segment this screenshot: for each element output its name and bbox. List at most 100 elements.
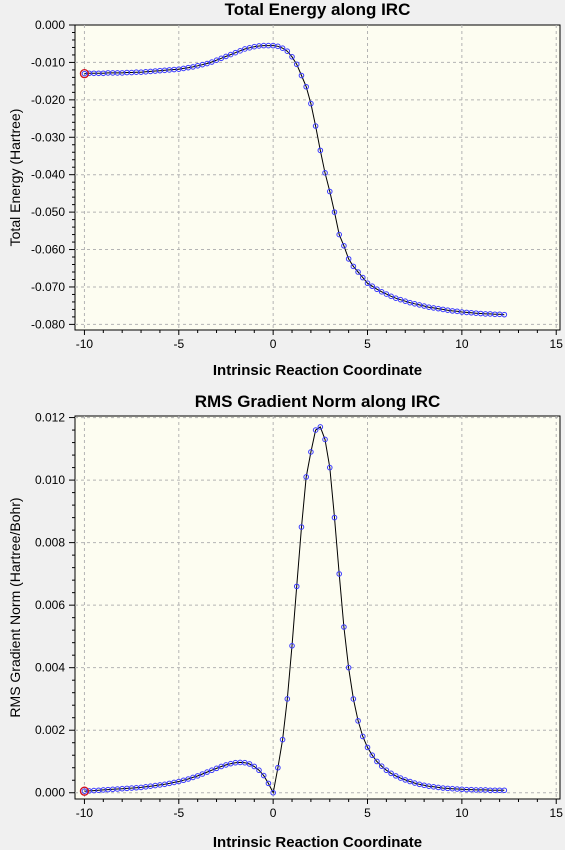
data-point (501, 787, 508, 794)
axes (69, 24, 557, 335)
data-point (364, 280, 371, 287)
axes (69, 417, 557, 804)
data-point (218, 55, 225, 62)
data-point (388, 770, 394, 777)
data-point (279, 45, 286, 52)
y-tick-label: -0.070 (31, 280, 65, 294)
data-point (326, 188, 333, 195)
data-point (383, 767, 390, 774)
data-point (227, 51, 234, 58)
data-point (185, 776, 192, 782)
x-tick-label: 10 (455, 806, 469, 820)
x-tick-label: -5 (173, 806, 184, 820)
data-point (369, 283, 376, 290)
y-tick-label: -0.030 (31, 130, 65, 144)
x-tick-label: 15 (550, 337, 564, 351)
data-point (298, 524, 305, 530)
data-point (350, 263, 357, 270)
y-tick-label: 0.006 (35, 598, 65, 612)
data-point (374, 286, 380, 293)
y-tick-label: 0.008 (35, 536, 65, 550)
data-point (232, 49, 239, 56)
data-point (251, 763, 258, 770)
data-point (218, 763, 225, 770)
x-tick-label: -10 (76, 337, 94, 351)
data-point (345, 664, 352, 671)
data-point (355, 718, 361, 724)
data-point (204, 769, 210, 775)
y-axis-label: RMS Gradient Norm (Hartree/Bohr) (7, 497, 23, 717)
data-point (369, 752, 376, 759)
rms-gradient-chart: RMS Gradient Norm along IRC -10 -5 0 5 10 15 0.… (7, 392, 564, 850)
data-point (213, 765, 220, 772)
data-point (341, 624, 347, 630)
x-tick-label: 5 (364, 806, 371, 820)
data-point (378, 763, 385, 769)
data-point (265, 780, 272, 787)
chart-title: Total Energy along IRC (225, 0, 411, 19)
y-tick-label: 0.010 (35, 473, 65, 487)
data-point (331, 514, 338, 521)
data-point (336, 231, 343, 238)
current-point-marker (79, 69, 90, 79)
data-point (317, 424, 324, 430)
data-point (364, 744, 371, 751)
data-point (322, 436, 328, 443)
plot-area (74, 24, 561, 331)
data-point (209, 59, 215, 65)
data-point (260, 772, 267, 779)
x-tick-label: -10 (76, 806, 94, 820)
data-point (359, 733, 366, 740)
x-tick-label: 0 (270, 806, 277, 820)
data-point (303, 83, 309, 90)
y-tick-label: 0.000 (35, 786, 65, 800)
data-point (275, 764, 281, 771)
data-point (312, 427, 319, 433)
y-axis-label: Total Energy (Hartree) (7, 109, 23, 247)
x-tick-label: 5 (364, 337, 371, 351)
data-point (246, 761, 253, 767)
data-point (393, 295, 399, 301)
y-tick-label: 0.004 (35, 661, 65, 675)
data-point (213, 57, 220, 63)
data-point (345, 256, 352, 262)
data-point (397, 775, 404, 781)
y-tick-label: 0.002 (35, 723, 65, 737)
data-point (317, 147, 324, 154)
data-point (374, 758, 380, 765)
data-point (378, 289, 385, 295)
data-point (293, 583, 300, 590)
data-point (393, 773, 399, 779)
grid (75, 416, 560, 799)
total-energy-chart: Total Energy along IRC -10 -5 0 5 10 15 0.000 -0… (7, 0, 564, 379)
x-tick-label: 10 (455, 337, 469, 351)
data-point (270, 789, 276, 796)
data-point (275, 43, 281, 50)
data-point (322, 170, 328, 176)
data-point (383, 291, 390, 297)
data-point (256, 767, 262, 774)
data-point (284, 696, 291, 702)
data-point (308, 449, 314, 455)
data-point (279, 736, 286, 743)
data-point (359, 274, 366, 281)
data-point (303, 474, 309, 480)
x-tick-label: 15 (550, 806, 564, 820)
data-point (350, 696, 357, 702)
data-point (331, 209, 338, 215)
data-point (298, 72, 305, 79)
data-point (402, 298, 409, 304)
data-point (204, 60, 210, 67)
data-point (355, 269, 361, 275)
series-line (84, 45, 505, 316)
data-point (194, 773, 201, 779)
chart-title: RMS Gradient Norm along IRC (195, 392, 441, 411)
plot-area (74, 415, 561, 800)
data-point (293, 61, 300, 68)
y-tick-label: -0.010 (31, 55, 65, 69)
x-axis-label: Intrinsic Reaction Coordinate (213, 834, 422, 850)
data-point (209, 767, 215, 774)
x-axis-label: Intrinsic Reaction Coordinate (213, 362, 422, 379)
y-tick-label: 0.012 (35, 411, 65, 425)
